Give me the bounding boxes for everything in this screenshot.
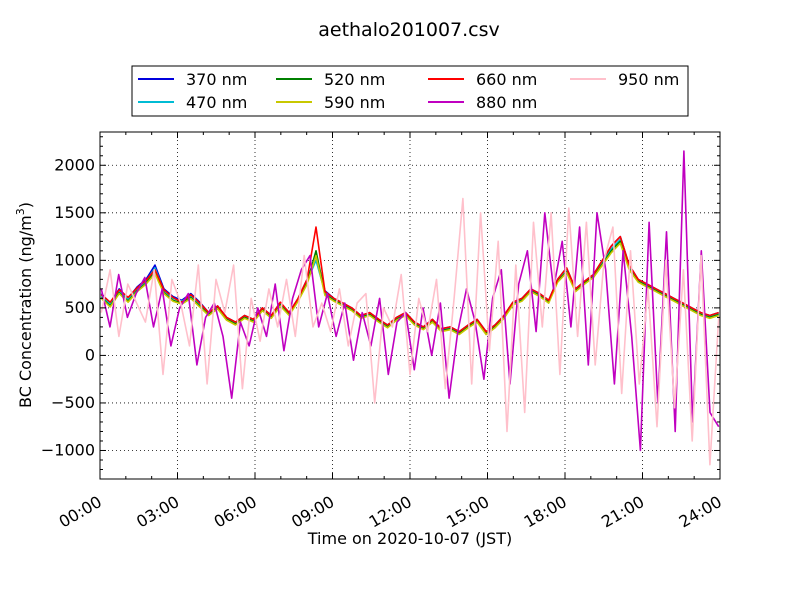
y-axis-label: BC Concentration (ng/m3) <box>14 202 35 408</box>
y-tick-label: 0 <box>85 345 95 364</box>
series-line-950nm <box>100 197 720 466</box>
legend-label: 590 nm <box>324 93 385 112</box>
legend-box <box>131 65 689 117</box>
x-tick-label: 00:00 <box>56 492 105 532</box>
y-tick-label: 500 <box>64 298 95 317</box>
legend-label: 950 nm <box>618 70 679 89</box>
y-axis-label-end: ) <box>16 202 35 208</box>
y-tick-label: 2000 <box>54 155 95 174</box>
legend-label: 880 nm <box>476 93 537 112</box>
x-tick-label: 06:00 <box>211 492 260 532</box>
chart-title: aethalo201007.csv <box>318 19 500 41</box>
y-tick-label: 1500 <box>54 203 95 222</box>
series-line-590nm <box>100 242 719 336</box>
y-axis-label-sup: 3 <box>14 208 27 215</box>
legend-label: 660 nm <box>476 70 537 89</box>
legend-label: 370 nm <box>186 70 247 89</box>
x-tick-label: 18:00 <box>521 492 570 532</box>
series-line-880nm <box>100 150 720 452</box>
y-tick-label: 1000 <box>54 250 95 269</box>
legend-label: 470 nm <box>186 93 247 112</box>
y-tick-label: −1000 <box>41 440 95 459</box>
x-axis: 00:00 03:00 06:00 09:00 12:00 15:00 18:00 21:00… <box>56 132 725 532</box>
y-axis-label-main: BC Concentration (ng/m <box>16 215 35 408</box>
x-tick-label: 12:00 <box>366 492 415 532</box>
series-line-660nm <box>100 226 719 333</box>
legend-label: 520 nm <box>324 70 385 89</box>
y-axis: 2000 1500 1000 500 0 −500 −1000 <box>41 136 720 470</box>
x-tick-label: 24:00 <box>676 492 725 532</box>
series-layer <box>100 150 720 466</box>
legend: 370 nm 470 nm 520 nm 590 nm 660 nm 880 nm 950 … <box>131 65 689 117</box>
x-axis-label: Time on 2020-10-07 (JST) <box>307 529 512 548</box>
x-tick-label: 15:00 <box>443 492 492 532</box>
x-tick-label: 09:00 <box>288 492 337 532</box>
y-tick-label: −500 <box>51 393 95 412</box>
x-tick-label: 03:00 <box>133 492 182 532</box>
x-tick-label: 21:00 <box>598 492 647 532</box>
